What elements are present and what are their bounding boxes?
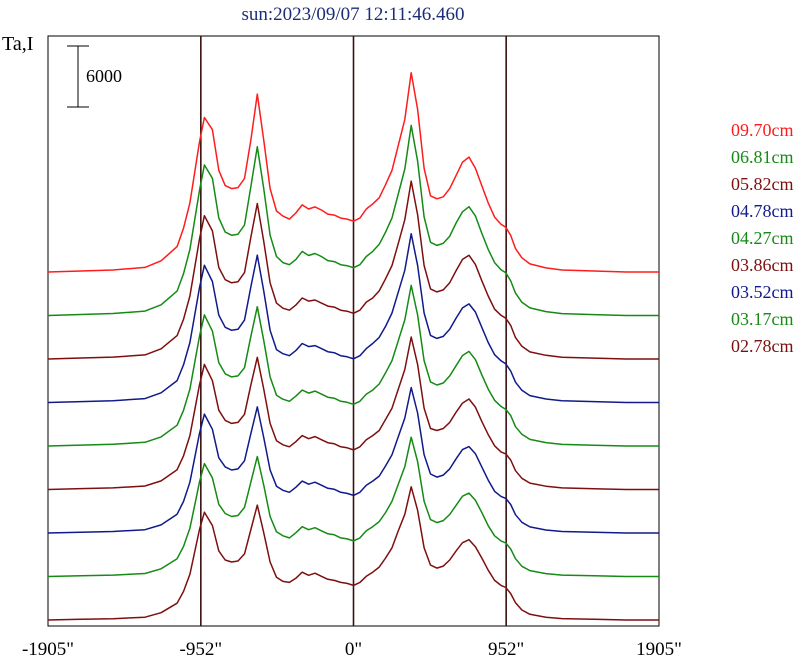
chart-title: sun:2023/09/07 12:11:46.460 bbox=[241, 4, 464, 25]
legend-entry: 06.81cm bbox=[731, 147, 794, 167]
series-line bbox=[47, 71, 659, 273]
legend-entry: 04.27cm bbox=[731, 228, 794, 248]
series-curves bbox=[47, 71, 659, 621]
legend-entry: 03.86cm bbox=[731, 255, 794, 275]
x-tick-label: -952" bbox=[180, 639, 223, 660]
series-line bbox=[47, 486, 659, 621]
legend: 09.70cm 06.81cm 05.82cm 04.78cm 04.27cm 03.86… bbox=[731, 120, 794, 356]
series-line bbox=[47, 180, 659, 360]
x-tick-label: 952" bbox=[488, 639, 524, 660]
series-line bbox=[47, 386, 659, 534]
scale-bar: 6000 bbox=[67, 45, 122, 108]
x-tick-labels: -1905" -952" 0" 952" 1905" bbox=[22, 639, 682, 660]
x-tick-label: -1905" bbox=[22, 639, 74, 660]
vertical-lines bbox=[200, 36, 507, 626]
series-line bbox=[47, 232, 659, 404]
legend-entry: 09.70cm bbox=[731, 120, 794, 140]
series-line bbox=[47, 124, 659, 317]
series-line bbox=[47, 436, 659, 578]
legend-entry: 03.17cm bbox=[731, 309, 794, 329]
y-axis-label: Ta,I bbox=[2, 33, 33, 55]
series-line bbox=[47, 336, 659, 491]
series-line bbox=[47, 284, 659, 447]
legend-entry: 05.82cm bbox=[731, 174, 794, 194]
legend-entry: 03.52cm bbox=[731, 282, 794, 302]
legend-entry: 02.78cm bbox=[731, 336, 794, 356]
legend-entry: 04.78cm bbox=[731, 201, 794, 221]
scale-bar-label: 6000 bbox=[86, 66, 122, 86]
x-tick-label: 1905" bbox=[636, 639, 682, 660]
x-tick-label: 0" bbox=[345, 639, 362, 660]
